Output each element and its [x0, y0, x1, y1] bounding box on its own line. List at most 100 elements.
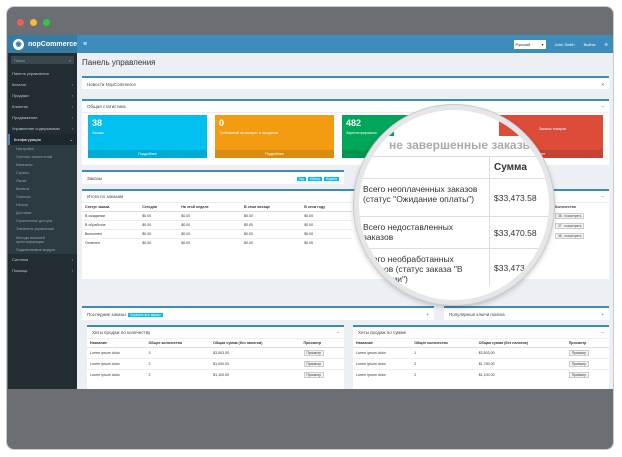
sidebar-subitem[interactable]: Учетные записи email — [8, 153, 77, 161]
search-icon[interactable]: ⌕ — [68, 57, 71, 63]
sidebar-search-input[interactable]: Поиск ⌕ — [11, 56, 74, 64]
stat-more-link[interactable]: Подробнее — [88, 150, 207, 158]
column-header: Общее количество — [411, 339, 476, 348]
device-frame: ◉ nopCommerce ≡ Русский ▾ John Smith Вый… — [6, 6, 614, 450]
window-controls — [17, 19, 50, 26]
sidebar-subitem[interactable]: Страны — [8, 169, 77, 177]
sidebar: Поиск ⌕ Панель управления Каталог ‹ Прода… — [8, 53, 77, 389]
chevron-left-icon: ‹ — [71, 82, 73, 87]
sidebar-item-help[interactable]: Помощь ‹ — [8, 265, 77, 276]
sidebar-item-customers[interactable]: Клиенты ‹ — [8, 101, 77, 112]
view-button[interactable]: Просмотр — [568, 350, 590, 356]
table-row: Lorem ipsum dolor 2 $1,000.00 Просмотр — [87, 358, 344, 370]
news-box: Новости NopCommerce × — [82, 76, 609, 89]
table-cell: $1,100.00 — [210, 369, 301, 380]
table-cell: $0.00 — [301, 229, 352, 239]
column-header: В этом году — [301, 203, 352, 212]
column-header: Общая сумма (без налогов) — [210, 339, 301, 348]
collapse-icon[interactable]: − — [601, 104, 604, 109]
sidebar-subitem[interactable]: Ограничение доступа — [8, 217, 77, 225]
search-keywords-title: Популярные ключи поиска — [449, 311, 505, 317]
tab-month[interactable]: Месяц — [308, 176, 322, 181]
table-cell: $0.00 — [178, 238, 242, 247]
table-row: Всего недоставленных заказов $33,470.58 — [359, 216, 549, 248]
sidebar-item-content[interactable]: Управление содержимым ‹ — [8, 123, 77, 134]
expand-icon[interactable]: + — [426, 311, 429, 317]
sidebar-subitem-label: Элементы управления — [16, 227, 54, 231]
collapse-icon[interactable]: − — [601, 194, 604, 199]
sidebar-item-sales[interactable]: Продажи ‹ — [8, 90, 77, 101]
column-header: Статус заказа — [82, 203, 140, 212]
sidebar-item-dashboard[interactable]: Панель управления — [8, 68, 77, 79]
table-cell: 2 — [145, 369, 211, 380]
order-totals-title: Итоги по заказам — [87, 194, 124, 199]
sidebar-subitem[interactable]: Элементы управления — [8, 225, 77, 233]
table-cell: Lorem ipsum dolor — [87, 347, 146, 359]
minimize-dot[interactable] — [30, 19, 37, 26]
table-cell: $0.00 — [241, 220, 302, 230]
sidebar-subitem[interactable]: Валюты — [8, 185, 77, 193]
show-all-orders-button[interactable]: Показать все заказы — [128, 312, 163, 317]
menu-toggle-icon[interactable]: ≡ — [83, 40, 88, 48]
user-name[interactable]: John Smith — [554, 41, 575, 47]
view-button[interactable]: Просмотр — [568, 372, 590, 378]
sidebar-item-promotions[interactable]: Продвижение ‹ — [8, 112, 77, 123]
box-header: Общая статистика − — [82, 101, 609, 113]
table-cell-wrap: 37 - посмотреть — [552, 221, 609, 231]
column-header: Общее количество — [145, 339, 211, 348]
table-cell: 3 — [145, 347, 211, 359]
table-cell: Просмотр — [565, 369, 609, 380]
view-button[interactable]: 38 - посмотреть — [555, 213, 585, 219]
view-button[interactable]: Просмотр — [303, 372, 325, 378]
sidebar-subitem[interactable]: Магазины — [8, 161, 77, 169]
sidebar-subitem[interactable]: Подключаемые модули — [8, 246, 77, 254]
sidebar-subitem[interactable]: Платежи — [8, 193, 77, 201]
view-button[interactable]: Просмотр — [303, 361, 325, 367]
table-cell: $0.00 — [178, 229, 242, 239]
sidebar-subitem[interactable]: Налоги — [8, 201, 77, 209]
brand-logo[interactable]: ◉ nopCommerce — [8, 35, 77, 53]
sidebar-item-label: Продажи — [12, 93, 29, 98]
logout-link[interactable]: Выйти — [583, 41, 596, 47]
sidebar-item-catalog[interactable]: Каталог ‹ — [8, 79, 77, 90]
sidebar-subitem-label: Языки — [16, 179, 27, 183]
sidebar-item-configuration[interactable]: Конфигурация ⌄ — [8, 134, 77, 145]
view-button[interactable]: Просмотр — [303, 350, 325, 356]
sidebar-subitem[interactable]: Доставка — [8, 209, 77, 217]
maximize-dot[interactable] — [43, 19, 50, 26]
orders-title: Заказы — [87, 175, 103, 181]
view-button[interactable]: Просмотр — [568, 361, 590, 367]
table-cell: Просмотр — [300, 347, 344, 359]
close-dot[interactable] — [17, 19, 24, 26]
tab-year[interactable]: Год — [296, 176, 306, 181]
tab-week[interactable]: Неделя — [323, 176, 339, 181]
table-cell: $0.00 — [139, 220, 179, 230]
table-cell: $33,473.58 — [489, 249, 541, 286]
table-cell: Отменен — [82, 238, 140, 247]
collapse-icon[interactable]: − — [336, 330, 339, 335]
sidebar-item-system[interactable]: Система ‹ — [8, 254, 77, 265]
table-cell-wrap: 38 - посмотреть — [552, 231, 609, 241]
box-header: Итоги по заказам − — [82, 191, 609, 203]
top-bar-right: Русский ▾ John Smith Выйти ⚙ — [513, 39, 613, 49]
sidebar-subitem[interactable]: Настройки — [8, 145, 77, 153]
sidebar-subitem-label: Ограничение доступа — [16, 219, 53, 223]
gear-icon[interactable]: ⚙ — [604, 41, 608, 47]
expand-icon[interactable]: + — [601, 311, 604, 317]
admin-screen: ◉ nopCommerce ≡ Русский ▾ John Smith Вый… — [8, 35, 613, 389]
view-button[interactable]: 38 - посмотреть — [555, 233, 585, 239]
sidebar-subitem[interactable]: Методы внешней аутентификации — [8, 233, 77, 246]
chevron-down-icon: ⌄ — [69, 137, 73, 142]
view-button[interactable]: 37 - посмотреть — [555, 223, 585, 229]
stat-more-link[interactable]: Подробнее — [215, 150, 334, 158]
collapse-icon[interactable]: − — [601, 330, 604, 335]
close-icon[interactable]: × — [601, 81, 604, 87]
column-header: В этом месяце — [241, 203, 302, 212]
sidebar-subitem[interactable]: Языки — [8, 177, 77, 185]
table-cell: $0.00 — [301, 220, 352, 230]
stats-title: Общая статистика — [87, 104, 126, 109]
table-cell: $0.00 — [301, 211, 352, 221]
box-header: Новости NopCommerce × — [82, 78, 609, 90]
stat-label: Заказы — [92, 131, 105, 135]
language-select[interactable]: Русский ▾ — [513, 39, 546, 49]
